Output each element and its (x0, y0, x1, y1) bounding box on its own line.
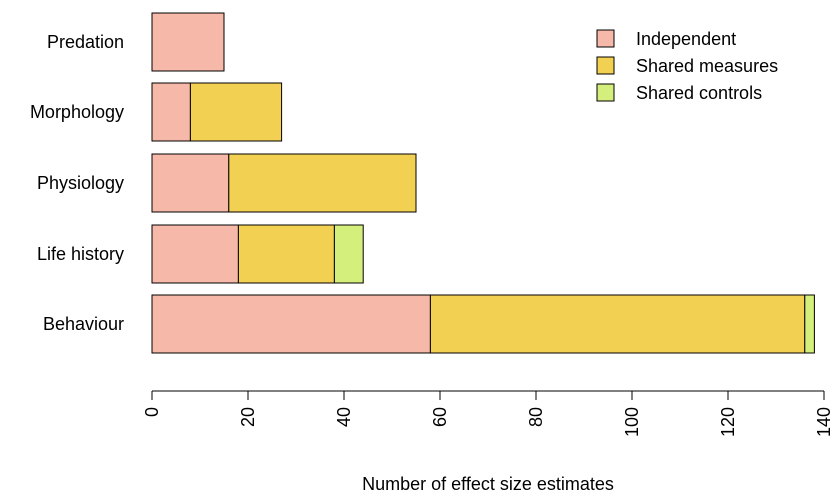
category-label: Predation (47, 32, 124, 52)
legend-label: Shared measures (636, 56, 778, 76)
x-tick-label: 20 (238, 407, 258, 427)
bar-behaviour-shared-measures (429, 294, 806, 354)
legend: Independent Shared measures Shared control… (596, 29, 778, 103)
bar-life-history-shared-measures (237, 224, 335, 284)
bar-physiology-independent (151, 153, 230, 213)
legend-label: Shared controls (636, 83, 762, 103)
category-label: Life history (37, 244, 124, 264)
bar-life-history-independent (151, 224, 239, 284)
category-label: Behaviour (43, 314, 124, 334)
legend-swatch (596, 56, 615, 75)
x-axis: 0 20 40 60 80 100 120 140 (142, 390, 834, 437)
x-tick-label: 0 (142, 407, 162, 417)
legend-swatch (596, 83, 615, 102)
x-tick-label: 40 (334, 407, 354, 427)
bar-life-history-shared-controls (333, 224, 364, 284)
bar-behaviour-independent (151, 294, 431, 354)
bar-morphology-shared-measures (189, 82, 283, 142)
x-axis-title: Number of effect size estimates (362, 474, 614, 494)
x-tick-label: 80 (526, 407, 546, 427)
category-label: Morphology (30, 102, 124, 122)
category-label: Physiology (37, 173, 124, 193)
bar-morphology-independent (151, 82, 191, 142)
bar-physiology-shared-measures (228, 153, 417, 213)
legend-label: Independent (636, 29, 736, 49)
bars-group (151, 12, 815, 354)
bar-predation-independent (151, 12, 225, 72)
x-tick-label: 140 (814, 407, 834, 437)
legend-swatch (596, 29, 615, 48)
x-tick-label: 60 (430, 407, 450, 427)
x-tick-label: 100 (622, 407, 642, 437)
x-tick-label: 120 (718, 407, 738, 437)
category-labels: Predation Morphology Physiology Life histor… (30, 32, 124, 334)
bar-behaviour-shared-controls (804, 294, 815, 354)
